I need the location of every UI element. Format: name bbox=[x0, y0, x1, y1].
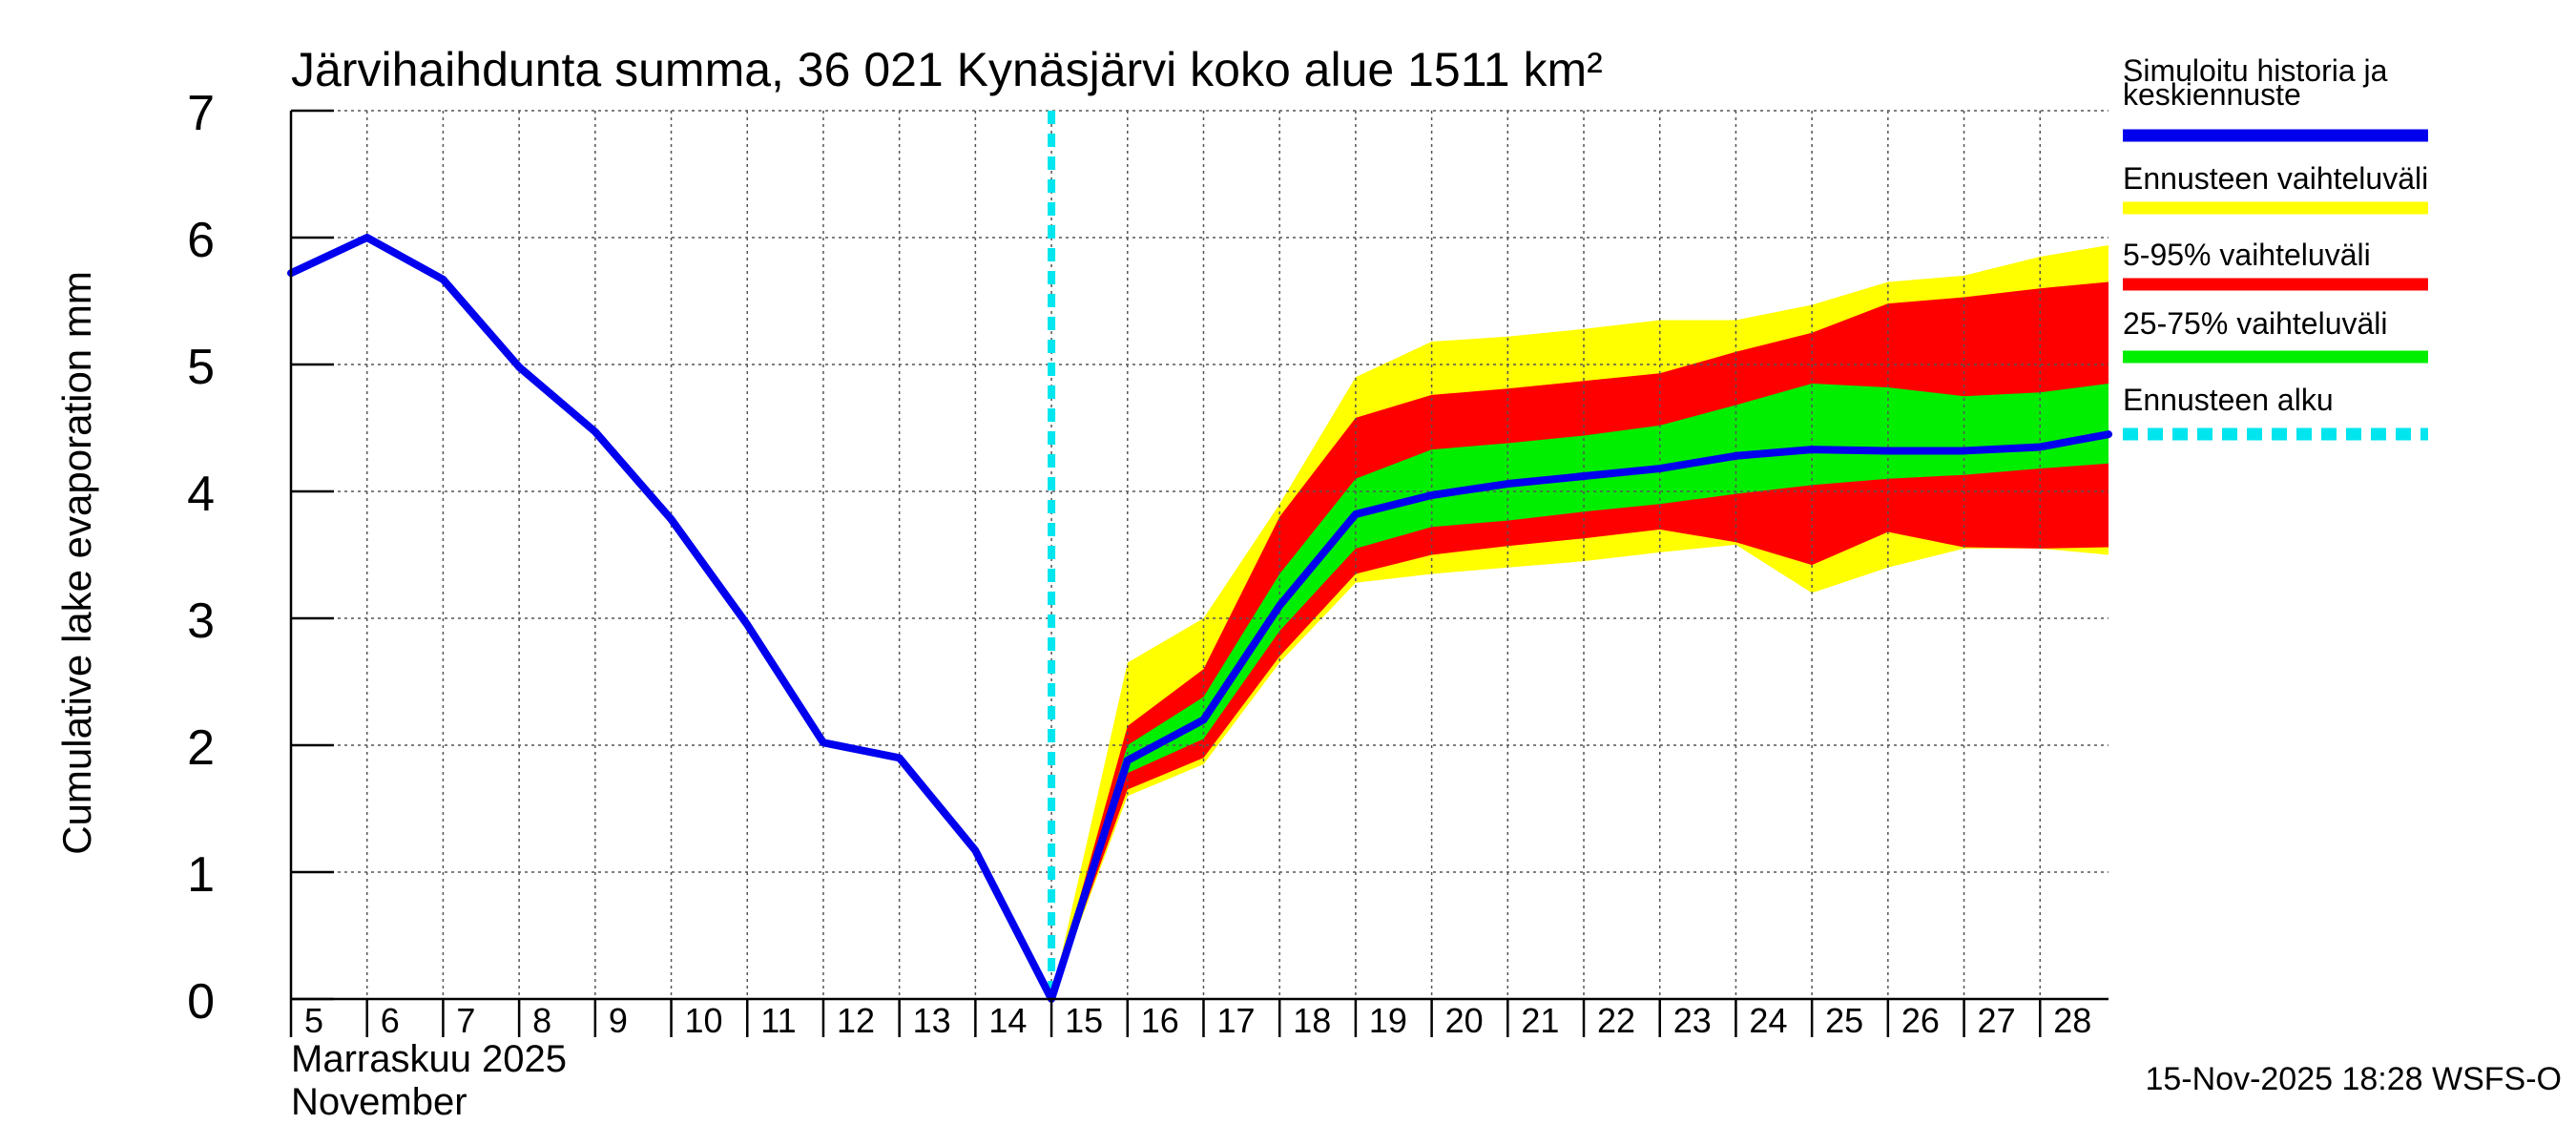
series-layer bbox=[287, 111, 2112, 1003]
legend-label: 25-75% vaihteluväli bbox=[2123, 306, 2388, 341]
chart-title: Järvihaihdunta summa, 36 021 Kynäsjärvi … bbox=[291, 43, 1603, 96]
x-axis-label-fi: Marraskuu 2025 bbox=[291, 1038, 567, 1080]
x-tick-label: 19 bbox=[1369, 1001, 1407, 1040]
x-tick-label: 12 bbox=[837, 1001, 875, 1040]
grid bbox=[291, 110, 2109, 999]
legend-label: keskiennuste bbox=[2123, 77, 2301, 112]
legend-item: 5-95% vaihteluväli bbox=[2123, 238, 2428, 291]
legend-label: Simuloitu historia ja bbox=[2123, 53, 2388, 88]
x-tick-label: 25 bbox=[1825, 1001, 1863, 1040]
x-tick-label: 23 bbox=[1673, 1001, 1712, 1040]
y-tick-label: 4 bbox=[187, 467, 215, 522]
y-tick-label: 6 bbox=[187, 213, 215, 268]
x-tick-label: 10 bbox=[685, 1001, 723, 1040]
x-tick-label: 17 bbox=[1216, 1001, 1255, 1040]
x-tick-label: 7 bbox=[456, 1001, 475, 1040]
x-tick-label: 27 bbox=[1978, 1001, 2016, 1040]
x-tick-label: 11 bbox=[760, 1001, 796, 1040]
x-tick-label: 13 bbox=[913, 1001, 951, 1040]
series-line-main bbox=[287, 234, 2112, 1003]
x-tick-label: 21 bbox=[1521, 1001, 1559, 1040]
x-tick-label: 26 bbox=[1901, 1001, 1940, 1040]
x-tick-label: 20 bbox=[1445, 1001, 1484, 1040]
y-tick-label: 7 bbox=[187, 86, 215, 141]
band-25-75 bbox=[1051, 383, 2109, 999]
x-tick-label: 28 bbox=[2053, 1001, 2091, 1040]
x-tick-label: 16 bbox=[1141, 1001, 1179, 1040]
y-tick-label: 0 bbox=[187, 974, 215, 1030]
y-tick-label: 2 bbox=[187, 720, 215, 776]
legend-item: Ennusteen alku bbox=[2123, 383, 2428, 441]
forecast-bands bbox=[1051, 244, 2109, 1000]
x-tick-label: 8 bbox=[532, 1001, 551, 1040]
x-tick-label: 18 bbox=[1293, 1001, 1331, 1040]
x-tick-label: 6 bbox=[381, 1001, 400, 1040]
legend-label: 5-95% vaihteluväli bbox=[2123, 238, 2371, 272]
legend-label: Ennusteen alku bbox=[2123, 383, 2334, 417]
x-tick-label: 5 bbox=[304, 1001, 323, 1040]
y-tick-label: 5 bbox=[187, 340, 215, 395]
x-tick-label: 24 bbox=[1749, 1001, 1787, 1040]
legend-item: 25-75% vaihteluväli bbox=[2123, 306, 2428, 364]
legend-label: Ennusteen vaihteluväli bbox=[2123, 161, 2428, 196]
legend-item: Ennusteen vaihteluväli bbox=[2123, 161, 2428, 215]
y-tick-label: 3 bbox=[187, 593, 215, 649]
y-tick-label: 1 bbox=[187, 847, 215, 903]
x-axis-label-en: November bbox=[291, 1081, 467, 1123]
y-axis-label: Cumulative lake evaporation mm bbox=[54, 271, 99, 855]
x-tick-label: 14 bbox=[988, 1001, 1027, 1040]
x-tick-label: 15 bbox=[1065, 1001, 1103, 1040]
timestamp: 15-Nov-2025 18:28 WSFS-O bbox=[2145, 1061, 2562, 1097]
x-tick-label: 22 bbox=[1597, 1001, 1635, 1040]
x-tick-label: 9 bbox=[609, 1001, 628, 1040]
